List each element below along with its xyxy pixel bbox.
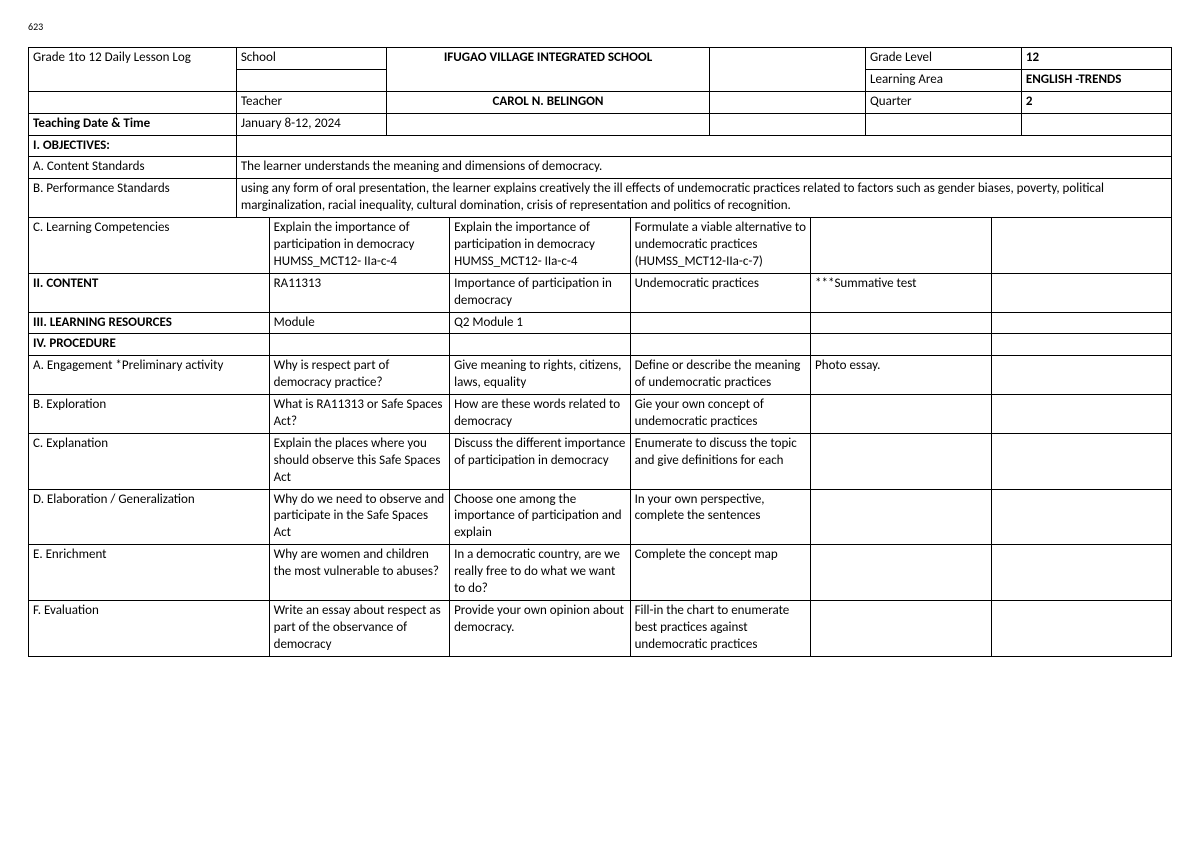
title-label: Grade 1to 12 Daily Lesson Log <box>29 48 237 92</box>
exploration-d5 <box>991 395 1172 434</box>
exploration-d3: Gie your own concept of undemocratic pra… <box>630 395 810 434</box>
enrichment-d1: Why are women and children the most vuln… <box>269 545 449 601</box>
resources-d3 <box>630 312 810 334</box>
learning-area-value: ENGLISH -TRENDS <box>1021 69 1171 91</box>
content-row: II. CONTENT RA11313 Importance of partic… <box>29 273 1172 312</box>
enrichment-d5 <box>991 545 1172 601</box>
resources-row: III. LEARNING RESOURCES Module Q2 Module… <box>29 312 1172 334</box>
perf-std-value: using any form of oral presentation, the… <box>236 179 1171 218</box>
school-value: IFUGAO VILLAGE INTEGRATED SCHOOL <box>386 48 709 92</box>
header-row-4: Teaching Date & Time January 8-12, 2024 <box>29 113 1172 135</box>
engagement-d5 <box>991 356 1172 395</box>
lesson-log-table: Grade 1to 12 Daily Lesson Log School IFU… <box>28 47 1172 218</box>
header-row-1: Grade 1to 12 Daily Lesson Log School IFU… <box>29 48 1172 70</box>
grade-level-value: 12 <box>1021 48 1171 70</box>
exploration-row: B. Exploration What is RA11313 or Safe S… <box>29 395 1172 434</box>
elaboration-label: D. Elaboration / Generalization <box>29 489 270 545</box>
engagement-d1: Why is respect part of democracy practic… <box>269 356 449 395</box>
competencies-d5 <box>991 218 1172 274</box>
competencies-d4 <box>811 218 991 274</box>
exploration-d1: What is RA11313 or Safe Spaces Act? <box>269 395 449 434</box>
page-number: 623 <box>28 20 1172 33</box>
objectives-label: I. OBJECTIVES: <box>29 135 237 157</box>
learning-area-label: Learning Area <box>866 69 1022 91</box>
content-d1: RA11313 <box>269 273 449 312</box>
competencies-label: C. Learning Competencies <box>29 218 270 274</box>
engagement-d2: Give meaning to rights, citizens, laws, … <box>450 356 630 395</box>
content-std-label: A. Content Standards <box>29 157 237 179</box>
evaluation-d3: Fill-in the chart to enumerate best prac… <box>630 600 810 656</box>
evaluation-label: F. Evaluation <box>29 600 270 656</box>
engagement-d3: Define or describe the meaning of undemo… <box>630 356 810 395</box>
enrichment-label: E. Enrichment <box>29 545 270 601</box>
content-label: II. CONTENT <box>29 273 270 312</box>
content-d2: Importance of participation in democracy <box>450 273 630 312</box>
school-label: School <box>236 48 386 70</box>
date-value: January 8-12, 2024 <box>236 113 386 135</box>
content-d4: ***Summative test <box>811 273 991 312</box>
exploration-label: B. Exploration <box>29 395 270 434</box>
objectives-row: I. OBJECTIVES: <box>29 135 1172 157</box>
resources-d2: Q2 Module 1 <box>450 312 630 334</box>
explanation-d2: Discuss the different importance of part… <box>450 433 630 489</box>
content-d5 <box>991 273 1172 312</box>
engagement-label: A. Engagement *Preliminary activity <box>29 356 270 395</box>
elaboration-d3: In your own perspective, complete the se… <box>630 489 810 545</box>
competencies-d3: Formulate a viable alternative to undemo… <box>630 218 810 274</box>
explanation-row: C. Explanation Explain the places where … <box>29 433 1172 489</box>
enrichment-row: E. Enrichment Why are women and children… <box>29 545 1172 601</box>
lesson-body-table: C. Learning Competencies Explain the imp… <box>28 217 1172 656</box>
enrichment-d4 <box>811 545 991 601</box>
evaluation-d2: Provide your own opinion about democracy… <box>450 600 630 656</box>
procedure-row: IV. PROCEDURE <box>29 334 1172 356</box>
quarter-label: Quarter <box>866 91 1022 113</box>
engagement-d4: Photo essay. <box>811 356 991 395</box>
resources-d1: Module <box>269 312 449 334</box>
evaluation-d1: Write an essay about respect as part of … <box>269 600 449 656</box>
quarter-value: 2 <box>1021 91 1171 113</box>
explanation-d5 <box>991 433 1172 489</box>
resources-label: III. LEARNING RESOURCES <box>29 312 270 334</box>
enrichment-d3: Complete the concept map <box>630 545 810 601</box>
resources-d4 <box>811 312 991 334</box>
elaboration-d4 <box>811 489 991 545</box>
evaluation-d5 <box>991 600 1172 656</box>
competencies-d2: Explain the importance of participation … <box>450 218 630 274</box>
explanation-label: C. Explanation <box>29 433 270 489</box>
teacher-value: CAROL N. BELINGON <box>386 91 709 113</box>
enrichment-d2: In a democratic country, are we really f… <box>450 545 630 601</box>
evaluation-d4 <box>811 600 991 656</box>
exploration-d2: How are these words related to democracy <box>450 395 630 434</box>
competencies-d1: Explain the importance of participation … <box>269 218 449 274</box>
explanation-d4 <box>811 433 991 489</box>
performance-standards-row: B. Performance Standards using any form … <box>29 179 1172 218</box>
teacher-label: Teacher <box>236 91 386 113</box>
exploration-d4 <box>811 395 991 434</box>
date-label: Teaching Date & Time <box>29 113 237 135</box>
evaluation-row: F. Evaluation Write an essay about respe… <box>29 600 1172 656</box>
grade-level-label: Grade Level <box>866 48 1022 70</box>
resources-d5 <box>991 312 1172 334</box>
competencies-row: C. Learning Competencies Explain the imp… <box>29 218 1172 274</box>
elaboration-d2: Choose one among the importance of parti… <box>450 489 630 545</box>
engagement-row: A. Engagement *Preliminary activity Why … <box>29 356 1172 395</box>
elaboration-d5 <box>991 489 1172 545</box>
elaboration-row: D. Elaboration / Generalization Why do w… <box>29 489 1172 545</box>
content-std-value: The learner understands the meaning and … <box>236 157 1171 179</box>
explanation-d3: Enumerate to discuss the topic and give … <box>630 433 810 489</box>
content-standards-row: A. Content Standards The learner underst… <box>29 157 1172 179</box>
perf-std-label: B. Performance Standards <box>29 179 237 218</box>
explanation-d1: Explain the places where you should obse… <box>269 433 449 489</box>
header-row-3: Teacher CAROL N. BELINGON Quarter 2 <box>29 91 1172 113</box>
procedure-label: IV. PROCEDURE <box>29 334 270 356</box>
content-d3: Undemocratic practices <box>630 273 810 312</box>
elaboration-d1: Why do we need to observe and participat… <box>269 489 449 545</box>
